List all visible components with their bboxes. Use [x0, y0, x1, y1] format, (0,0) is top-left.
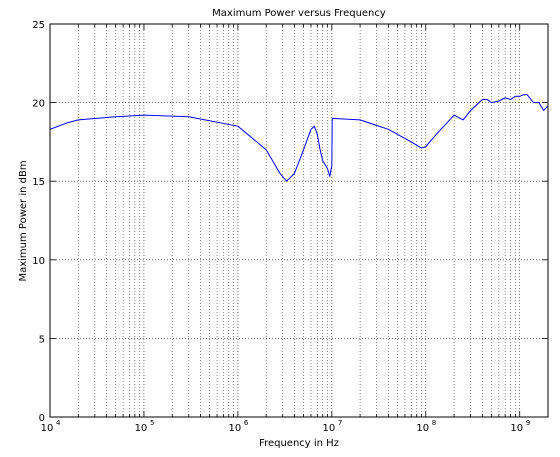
x-tick-exponent: 5: [150, 419, 154, 427]
series-line: [49, 94, 549, 182]
chart-title: Maximum Power versus Frequency: [212, 8, 386, 19]
plot-area: [50, 24, 548, 417]
x-tick-exponent: 4: [56, 419, 61, 427]
y-tick-label: 10: [32, 256, 45, 267]
plot-frame: [49, 23, 549, 418]
x-tick-exponent: 7: [338, 419, 342, 427]
ticks: [49, 23, 549, 418]
y-tick-label: 0: [39, 413, 45, 424]
x-tick-exponent: 6: [244, 419, 249, 427]
x-tick-exponent: 9: [526, 419, 530, 427]
x-tick-label: 10: [322, 423, 335, 434]
x-tick-label: 10: [229, 423, 242, 434]
x-tick-label: 10: [135, 423, 148, 434]
x-axis-label: Frequency in Hz: [259, 438, 339, 449]
x-tick-label: 10: [41, 423, 54, 434]
x-tick-label: 10: [510, 423, 523, 434]
y-tick-label: 25: [32, 20, 45, 31]
grid: [49, 24, 549, 417]
x-tick-label: 10: [416, 423, 429, 434]
series-group: [49, 94, 549, 182]
y-tick-label: 15: [32, 177, 45, 188]
y-tick-label: 20: [32, 99, 45, 110]
y-tick-label: 5: [39, 334, 45, 345]
y-axis-label: Maximum Power in dBm: [18, 160, 29, 281]
x-tick-exponent: 8: [432, 419, 436, 427]
